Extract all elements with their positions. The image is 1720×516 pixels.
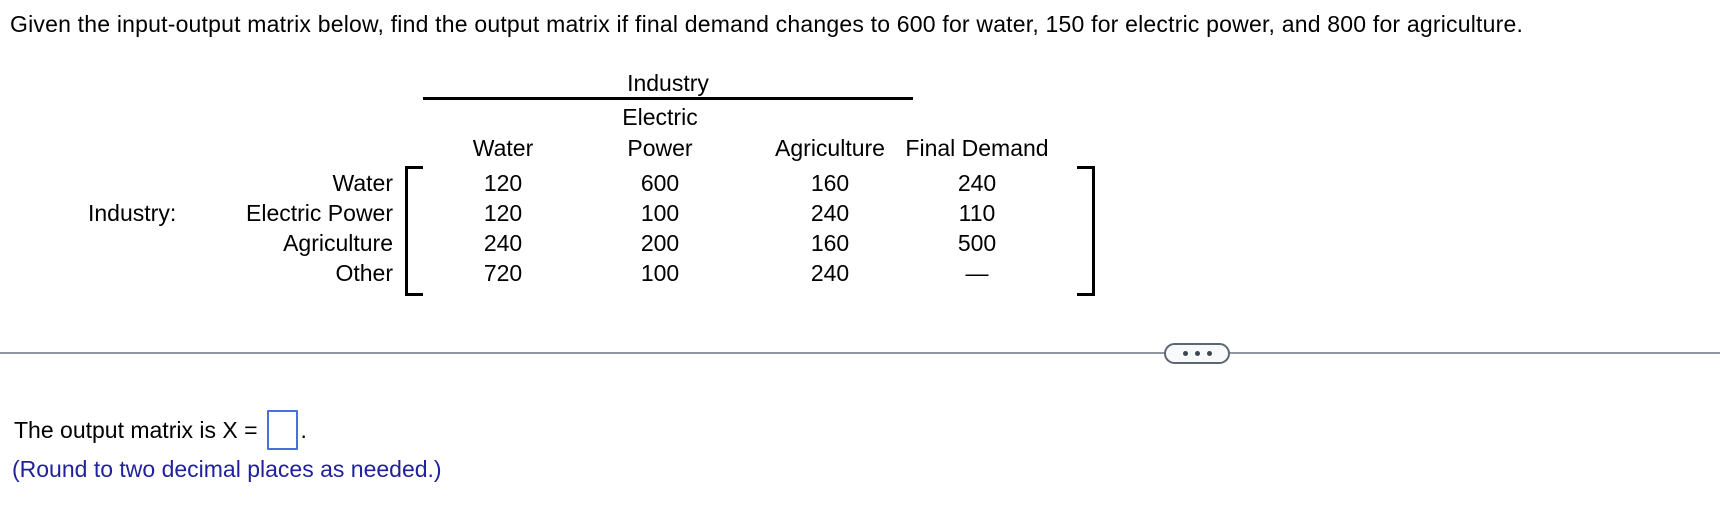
section-divider — [0, 352, 1720, 354]
matrix-cell: 240 — [810, 260, 850, 286]
matrix-cell: 100 — [640, 260, 680, 286]
matrix-cell: 240 — [957, 170, 997, 196]
column-header-electric-line1: Electric — [622, 104, 698, 130]
matrix-cell: 200 — [640, 230, 680, 256]
column-header-water: Water — [472, 135, 534, 161]
matrix-left-bracket — [405, 166, 423, 296]
matrix-group-header: Industry — [627, 70, 709, 96]
matrix-cell: 500 — [957, 230, 997, 256]
matrix-cell: 110 — [958, 200, 996, 226]
matrix-cell: 120 — [483, 170, 523, 196]
answer-prefix: The output matrix is X = — [14, 416, 258, 443]
matrix-cell: 160 — [810, 230, 850, 256]
problem-statement: Given the input-output matrix below, fin… — [10, 11, 1524, 37]
rounding-note: (Round to two decimal places as needed.) — [12, 456, 442, 482]
matrix-cell: 600 — [640, 170, 680, 196]
column-header-electric-line2: Power — [627, 135, 693, 161]
answer-line: The output matrix is X = . — [14, 408, 307, 452]
matrix-row: Other 720 100 240 — — [0, 258, 1100, 288]
matrix-row: Agriculture 240 200 160 500 — [0, 228, 1100, 258]
matrix-cell: 720 — [483, 260, 523, 286]
ellipsis-icon — [1206, 351, 1212, 356]
matrix-row-label: Other — [335, 260, 393, 286]
matrix-cell: 240 — [483, 230, 523, 256]
column-header-agriculture: Agriculture — [775, 135, 885, 161]
answer-input[interactable] — [266, 410, 298, 450]
matrix-row-label: Water — [332, 170, 394, 196]
matrix-cell: 100 — [640, 200, 680, 226]
matrix-cell-dash: — — [965, 260, 989, 286]
matrix-row-label: Electric Power — [246, 200, 393, 226]
matrix-right-bracket — [1077, 166, 1095, 296]
ellipsis-icon — [1194, 351, 1200, 356]
matrix-cell: 160 — [810, 170, 850, 196]
matrix-row-label: Agriculture — [283, 230, 393, 256]
more-options-button[interactable] — [1164, 343, 1230, 364]
answer-suffix: . — [300, 416, 307, 443]
matrix-cell: 240 — [810, 200, 850, 226]
column-header-final-demand: Final Demand — [905, 135, 1049, 161]
matrix-side-label: Industry: — [88, 200, 177, 226]
matrix-row: Electric Power 120 100 240 110 — [0, 198, 1100, 228]
ellipsis-icon — [1182, 351, 1188, 356]
matrix-cell: 120 — [483, 200, 523, 226]
group-header-underline — [423, 97, 913, 100]
matrix-row: Water 120 600 160 240 — [0, 168, 1100, 198]
